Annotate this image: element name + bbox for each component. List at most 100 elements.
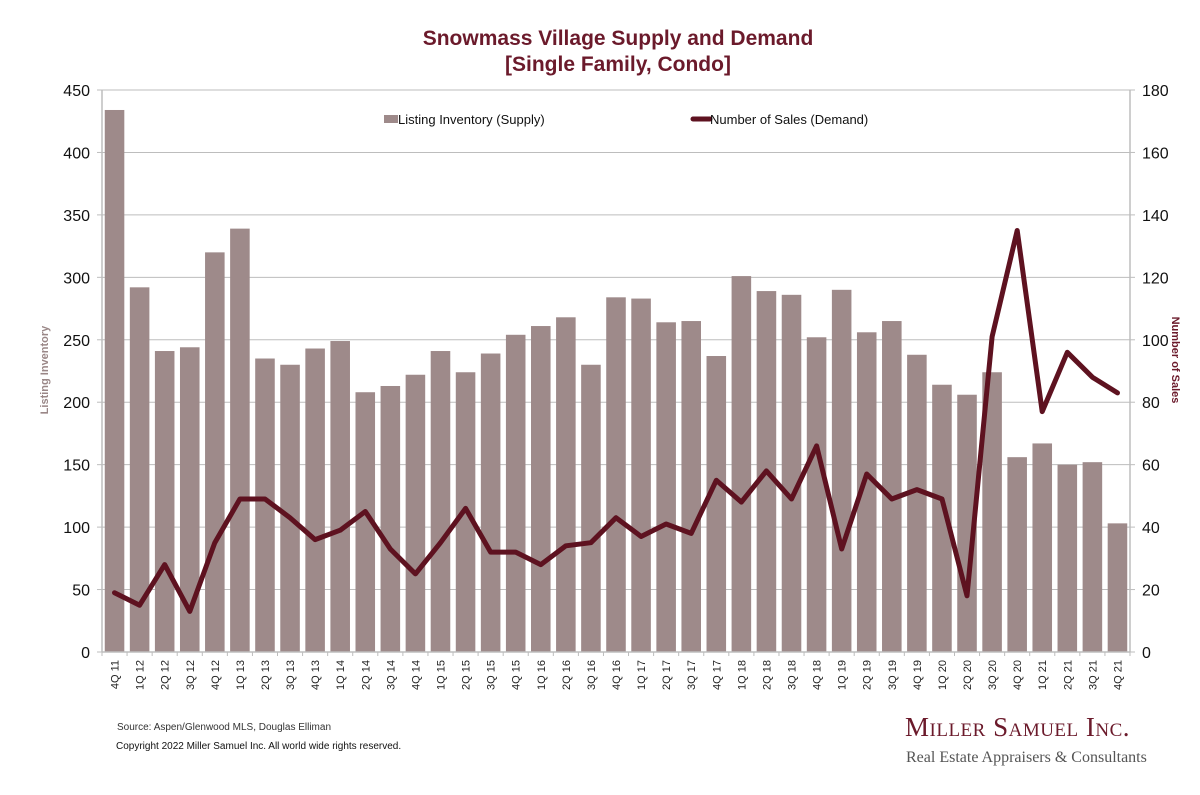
x-tick-label: 1Q 14 — [335, 660, 347, 690]
x-tick-label: 4Q 18 — [812, 660, 824, 690]
y-tick-label-left: 200 — [63, 395, 90, 412]
x-tick-label: 2Q 12 — [160, 660, 172, 690]
bar — [230, 228, 250, 653]
y-tick-label-right: 0 — [1142, 645, 1151, 662]
chart-subtitle: [Single Family, Condo] — [505, 53, 731, 76]
bar — [1107, 523, 1128, 652]
x-tick-label: 2Q 14 — [360, 660, 372, 690]
x-tick-label: 2Q 20 — [962, 660, 974, 690]
bar — [957, 394, 977, 652]
x-tick-label: 3Q 19 — [887, 660, 899, 690]
y-tick-label-right: 100 — [1142, 333, 1169, 350]
bar — [380, 385, 401, 652]
y-tick-label-right: 80 — [1142, 395, 1160, 412]
bar — [781, 294, 802, 652]
bar — [480, 353, 501, 652]
copyright-note: Copyright 2022 Miller Samuel Inc. All wo… — [116, 741, 402, 752]
bar — [681, 321, 701, 652]
bar — [982, 372, 1002, 652]
x-tick-label: 4Q 20 — [1012, 660, 1024, 690]
x-tick-label: 2Q 16 — [561, 660, 573, 690]
x-tick-label: 3Q 12 — [185, 660, 197, 690]
bar — [531, 326, 551, 652]
bar — [1057, 464, 1078, 652]
x-tick-label: 4Q 12 — [210, 660, 222, 690]
bar-series — [104, 109, 1128, 653]
x-tick-label: 4Q 21 — [1112, 660, 1124, 690]
x-tick-label: 1Q 20 — [937, 660, 949, 690]
x-axis-labels: 4Q 11 1Q 12 2Q 12 3Q 12 4Q 12 1Q 13 2Q 13 3Q 13… — [110, 660, 1125, 690]
y-tick-label-left: 300 — [63, 270, 90, 287]
x-tick-label: 3Q 15 — [486, 660, 498, 690]
x-tick-label: 1Q 21 — [1037, 660, 1049, 690]
bar — [856, 332, 877, 652]
y-tick-label-right: 180 — [1142, 83, 1169, 100]
axes — [101, 90, 1131, 656]
bar — [631, 298, 651, 652]
bar — [556, 317, 576, 652]
bar — [430, 351, 451, 652]
y-tick-label-right: 60 — [1142, 458, 1160, 475]
bar — [255, 358, 275, 652]
x-tick-label: 1Q 13 — [235, 660, 247, 690]
x-tick-label: 1Q 18 — [736, 660, 748, 690]
y-tick-label-left: 400 — [63, 145, 90, 162]
x-tick-label: 2Q 15 — [461, 660, 473, 690]
bar — [606, 297, 626, 652]
x-tick-label: 1Q 19 — [837, 660, 849, 690]
x-tick-label: 2Q 17 — [661, 660, 673, 690]
bar — [907, 354, 927, 652]
y-tick-label-left: 50 — [72, 583, 90, 600]
y-tick-label-right: 20 — [1142, 583, 1160, 600]
bar — [1082, 462, 1103, 652]
x-tick-label: 3Q 14 — [385, 660, 397, 690]
legend-label-supply: Listing Inventory (Supply) — [398, 112, 545, 127]
y-axis-label-left: Listing Inventory — [39, 325, 51, 415]
x-tick-label: 4Q 11 — [110, 660, 122, 689]
y-axis-label-right: Number of Sales — [1169, 317, 1181, 404]
bar — [731, 276, 752, 652]
bar — [706, 356, 727, 652]
y-tick-label-right: 140 — [1142, 208, 1169, 225]
bar — [104, 109, 125, 652]
x-tick-label: 3Q 18 — [787, 660, 799, 690]
company-logo: Miller Samuel Inc. — [905, 712, 1131, 742]
x-tick-label: 1Q 12 — [135, 660, 147, 690]
source-note: Source: Aspen/Glenwood MLS, Douglas Elli… — [117, 722, 332, 733]
y-tick-label-left: 250 — [63, 333, 90, 350]
bar — [205, 252, 225, 652]
x-tick-label: 1Q 15 — [435, 660, 447, 690]
bar — [831, 289, 852, 652]
bar — [355, 392, 376, 652]
company-tagline: Real Estate Appraisers & Consultants — [906, 749, 1147, 766]
x-tick-label: 4Q 14 — [410, 660, 422, 690]
y-tick-label-left: 100 — [63, 520, 90, 537]
left-axis-ticks: 0 50 100 150 200 250 300 350 400 450 — [63, 83, 102, 662]
chart-title-main: Snowmass Village Supply and Demand — [422, 27, 814, 50]
x-tick-label: 1Q 16 — [536, 660, 548, 690]
x-tick-label: 3Q 21 — [1087, 660, 1099, 690]
bar — [656, 322, 676, 652]
x-tick-label: 3Q 17 — [686, 660, 698, 690]
legend-label-demand: Number of Sales (Demand) — [710, 112, 868, 127]
bar — [280, 364, 300, 652]
x-tick-label: 3Q 16 — [586, 660, 598, 690]
chart-title: Snowmass Village Supply and Demand [Sing… — [0, 26, 1200, 78]
y-tick-label-right: 160 — [1142, 145, 1169, 162]
bar — [1032, 443, 1053, 652]
bar — [806, 337, 827, 652]
bar — [330, 341, 350, 652]
y-tick-label-right: 40 — [1142, 520, 1160, 537]
x-tick-label: 4Q 13 — [310, 660, 322, 690]
y-tick-label-left: 150 — [63, 458, 90, 475]
x-tick-label: 2Q 21 — [1062, 660, 1074, 690]
x-tick-label: 2Q 19 — [862, 660, 874, 690]
bar — [932, 384, 952, 652]
bar — [505, 334, 526, 652]
bar — [405, 374, 426, 652]
legend-swatch-supply — [384, 115, 398, 123]
bar — [154, 351, 175, 652]
x-tick-label: 2Q 13 — [260, 660, 272, 690]
bar — [305, 348, 325, 652]
